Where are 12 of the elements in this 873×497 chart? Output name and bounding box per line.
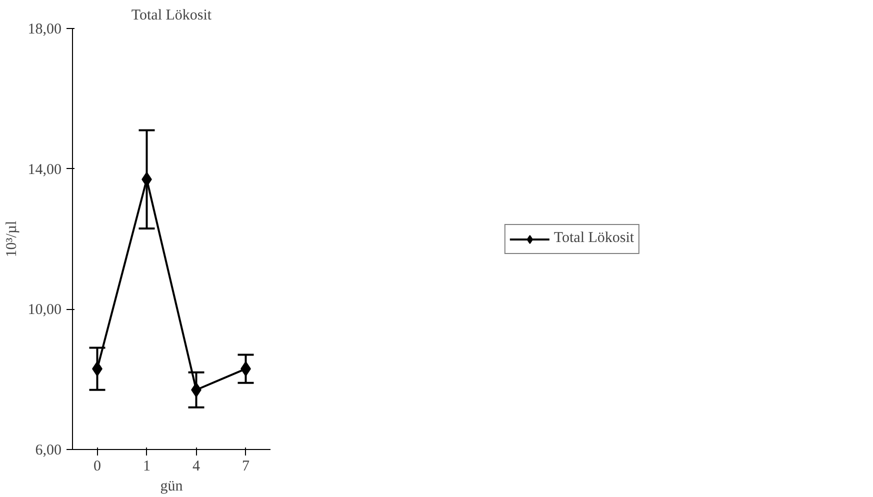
y-tick-label: 14,00: [28, 162, 62, 178]
y-tick-label: 10,00: [28, 302, 62, 318]
y-tick-label: 18,00: [28, 22, 62, 38]
x-tick-label: 0: [94, 458, 101, 474]
x-tick-label: 4: [192, 458, 200, 474]
y-axis-title: 10³/µl: [4, 220, 20, 258]
legend-label: Total Lökosit: [554, 230, 634, 247]
chart-title: Total Lökosit: [131, 8, 212, 24]
x-axis-title: gün: [160, 478, 184, 494]
y-tick-label: 6,00: [35, 442, 62, 458]
x-tick-label: 1: [143, 458, 150, 474]
x-tick-label: 7: [242, 458, 250, 474]
